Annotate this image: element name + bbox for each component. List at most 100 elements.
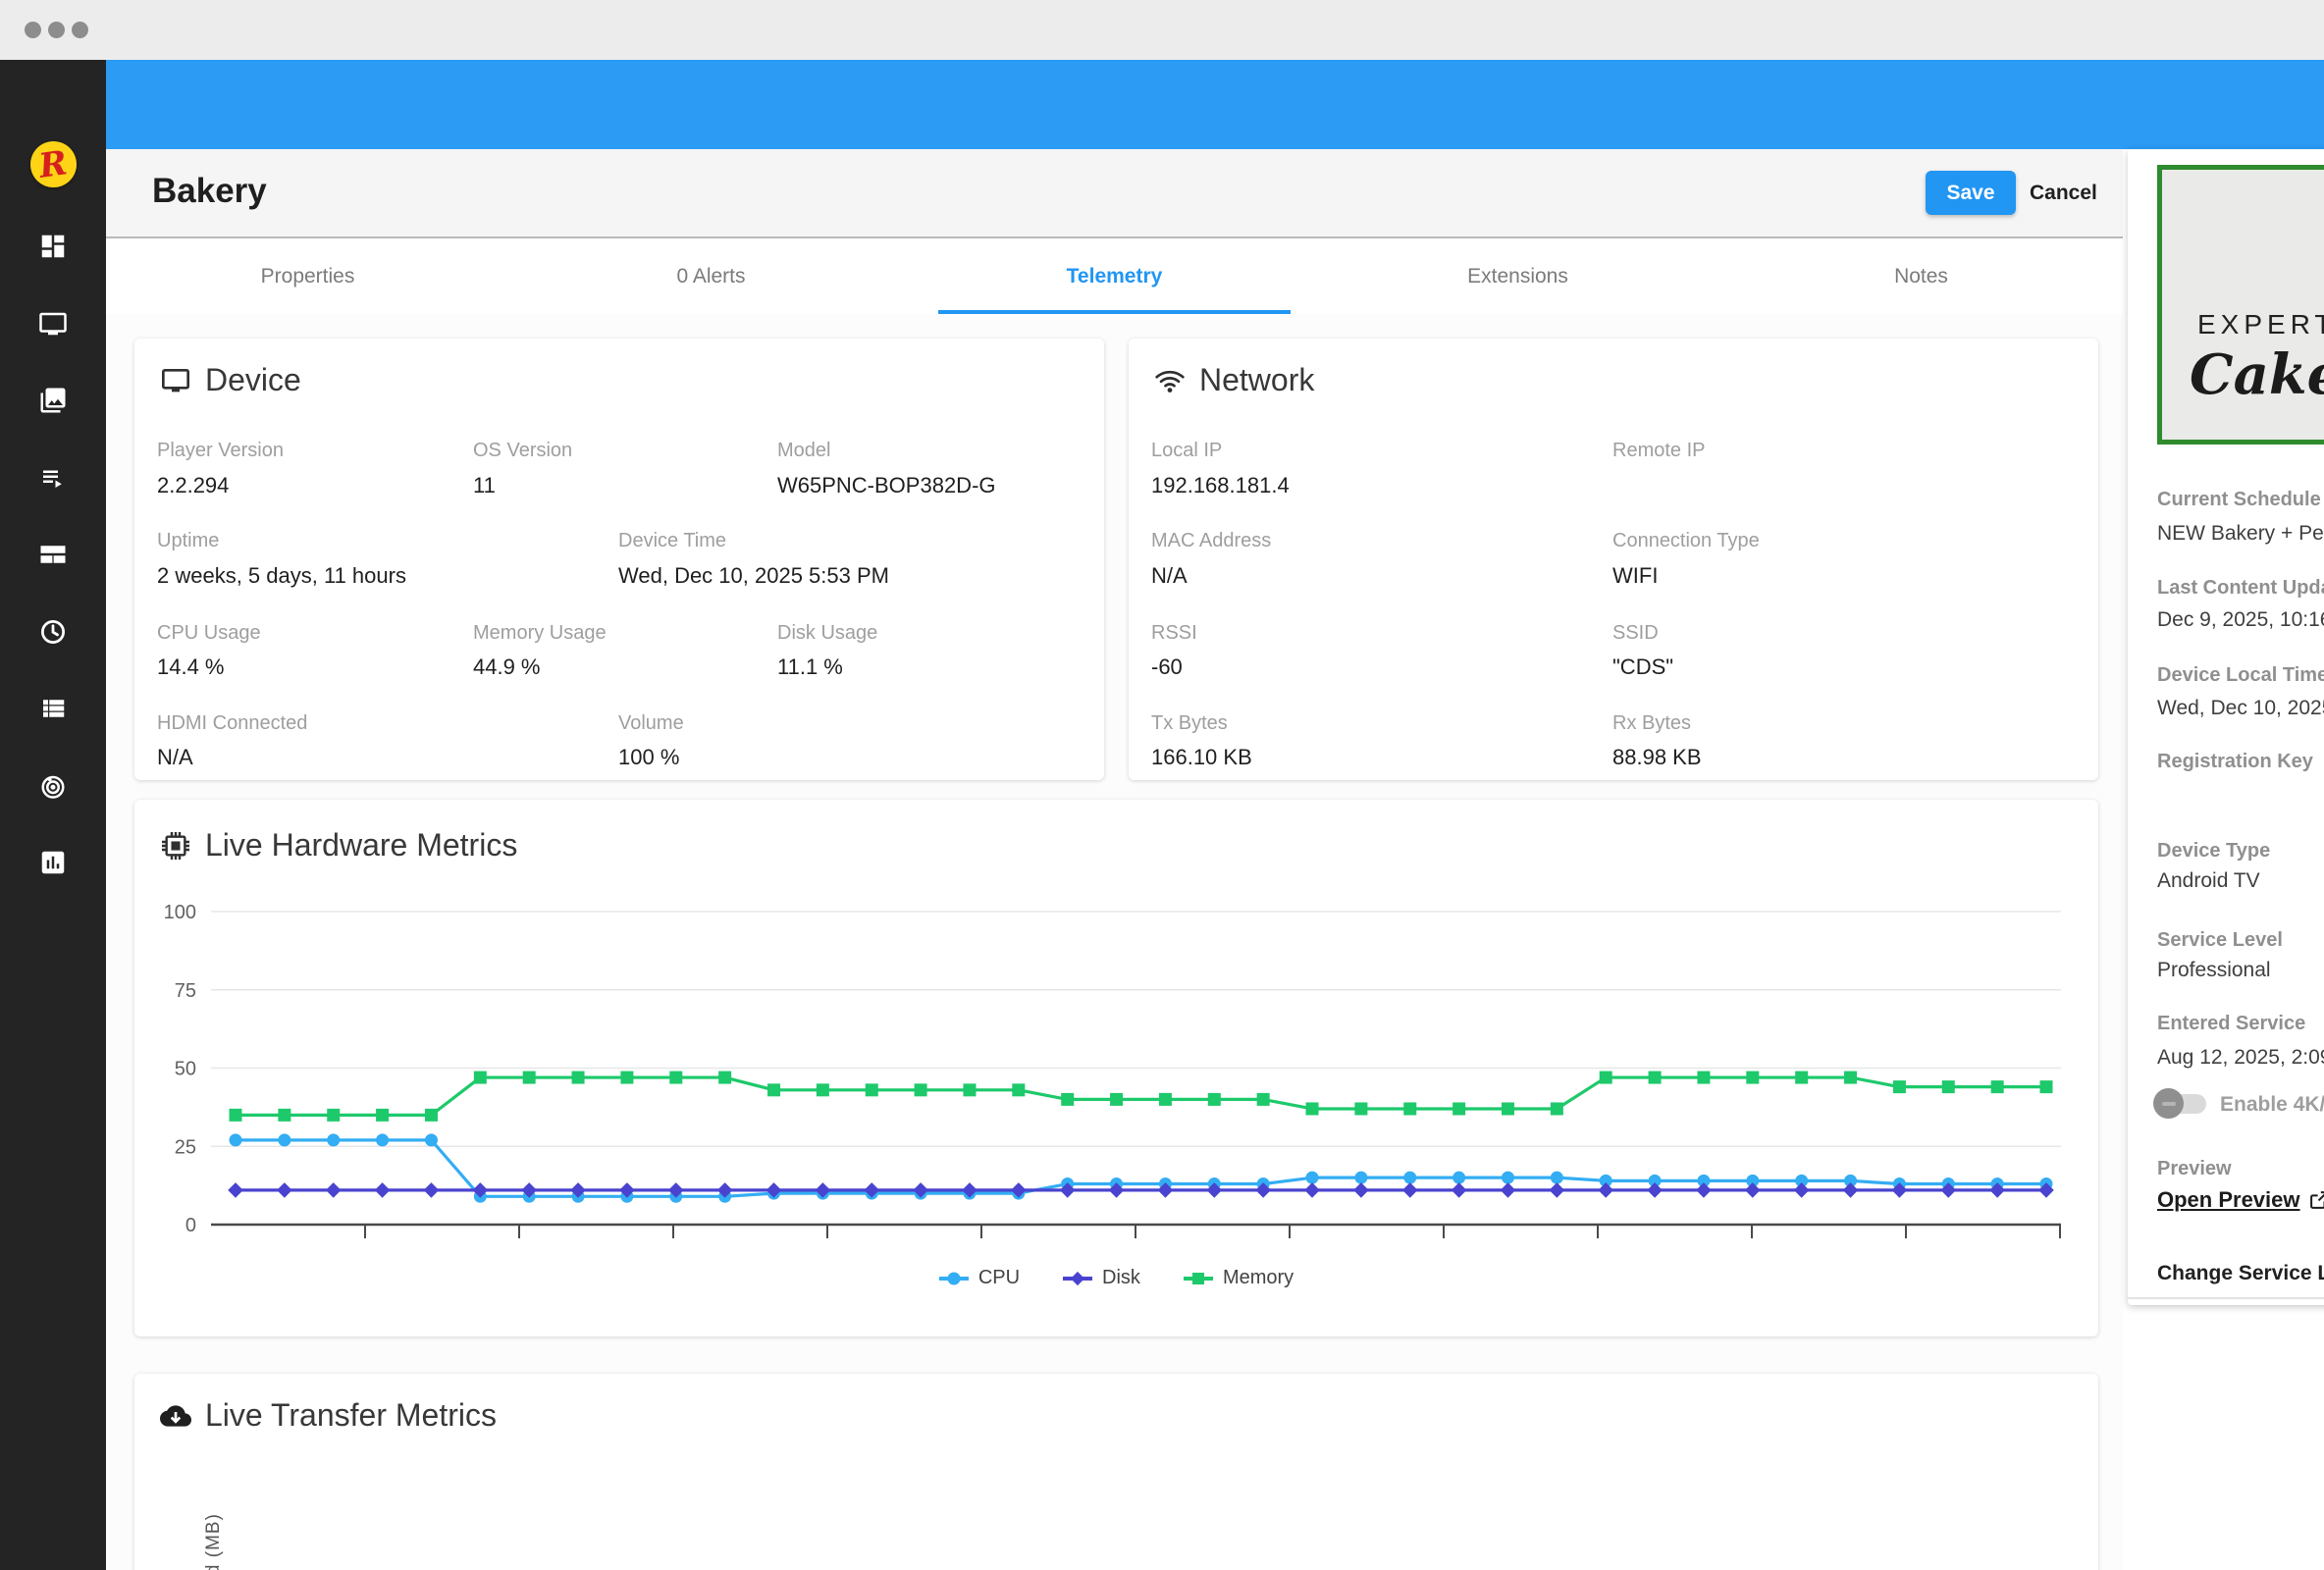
open-preview-link-label: Open Preview: [2157, 1187, 2300, 1212]
tab-telemetry[interactable]: Telemetry: [913, 238, 1316, 314]
field-value: 11.1 %: [777, 654, 843, 679]
hardware-metrics-title: Live Hardware Metrics: [205, 827, 518, 863]
tab-properties[interactable]: Properties: [260, 264, 355, 288]
window-menu-dot[interactable]: [72, 22, 88, 38]
sidebar-item-dashboard[interactable]: [38, 232, 68, 261]
tab-notes[interactable]: Notes: [1894, 264, 1948, 288]
field-value: 192.168.181.4: [1151, 473, 1290, 497]
display-info-panel: EXPERT Cake Current Schedule NEW Bakery …: [2128, 149, 2324, 1305]
dashboard-icon: [41, 235, 65, 258]
window-title-bar: [0, 0, 2324, 60]
app-logo[interactable]: R: [30, 141, 77, 187]
field-label: Rx Bytes: [1612, 712, 1692, 734]
change-service-level-button[interactable]: Change Service L: [2157, 1262, 2324, 1285]
sidebar-item-media-library[interactable]: [38, 386, 68, 415]
panel-field-label: Device Type: [2157, 840, 2271, 862]
schedule-icon: [41, 620, 65, 644]
interactive-icon: [41, 775, 65, 799]
preview-text-line2: Cake: [2190, 342, 2324, 407]
panel-field-label: Registration Key: [2157, 751, 2313, 772]
memory-legend-marker-icon: [1183, 1276, 1213, 1281]
transfer-metrics-card: Live Transfer Metrics Transferred (MB): [134, 1374, 2098, 1570]
field-label: Tx Bytes: [1151, 712, 1228, 734]
monitor-icon: [162, 368, 189, 392]
nav-sidebar: R: [0, 60, 106, 1570]
sidebar-item-displays[interactable]: [38, 309, 68, 339]
sidebar-item-interactive[interactable]: [38, 771, 68, 801]
sidebar-item-reports[interactable]: [38, 848, 68, 877]
displays-icon: [39, 312, 67, 336]
chip-icon: [162, 831, 189, 860]
field-label: Model: [777, 440, 831, 461]
field-value: W65PNC-BOP382D-G: [777, 473, 996, 497]
field-label: RSSI: [1151, 622, 1197, 644]
panel-field-label: Current Schedule: [2157, 489, 2321, 510]
disk-legend-marker-icon: [1063, 1276, 1093, 1281]
enable-4k-toggle-knob[interactable]: [2153, 1088, 2184, 1119]
panel-field-label: Service Level: [2157, 929, 2283, 951]
device-card-title: Device: [205, 362, 301, 397]
window-menu-dot[interactable]: [25, 22, 41, 38]
field-label: Player Version: [157, 440, 284, 461]
field-value: 166.10 KB: [1151, 745, 1252, 769]
panel-field-label: Entered Service: [2157, 1013, 2306, 1034]
field-label: Local IP: [1151, 440, 1223, 461]
open-preview-link[interactable]: Open Preview: [2157, 1187, 2324, 1213]
field-value: 14.4 %: [157, 654, 225, 679]
field-label: Disk Usage: [777, 622, 878, 644]
app-logo-letter: R: [36, 142, 71, 186]
panel-field-value: NEW Bakery + Perso: [2157, 522, 2324, 545]
field-value: Wed, Dec 10, 2025 5:53 PM: [618, 563, 889, 588]
field-label: HDMI Connected: [157, 712, 308, 734]
transfer-metrics-title: Live Transfer Metrics: [205, 1397, 497, 1433]
sidebar-item-layouts[interactable]: [38, 540, 68, 569]
field-value: 2.2.294: [157, 473, 230, 497]
legend-label: Disk: [1102, 1267, 1140, 1288]
list-icon: [43, 700, 65, 717]
svg-text:75: 75: [175, 980, 196, 1002]
page-toolbar: Bakery Save Cancel: [106, 149, 2123, 238]
tab-alerts[interactable]: 0 Alerts: [676, 264, 746, 288]
hardware-metrics-chart: 0 25 50 75 100: [164, 902, 2061, 1238]
field-label: CPU Usage: [157, 622, 261, 644]
sidebar-item-lists[interactable]: [38, 694, 68, 723]
legend-label: Memory: [1222, 1267, 1294, 1288]
network-card-title: Network: [1199, 362, 1315, 397]
field-label: Remote IP: [1612, 440, 1706, 461]
hardware-metrics-card: 0 25 50 75 100 Live Hardware Metrics CPU Dis…: [134, 800, 2098, 1336]
field-label: MAC Address: [1151, 530, 1272, 551]
tab-extensions[interactable]: Extensions: [1467, 264, 1568, 288]
reports-icon: [41, 851, 65, 874]
chart-legend: CPU Disk Memory: [134, 1267, 2098, 1289]
panel-field-label: Device Local Time: [2157, 664, 2324, 686]
field-label: OS Version: [473, 440, 573, 461]
screen-preview-thumbnail: EXPERT Cake: [2157, 165, 2324, 445]
page-title: Bakery: [152, 172, 267, 210]
field-value: 2 weeks, 5 days, 11 hours: [157, 563, 406, 588]
window-menu-dot[interactable]: [48, 22, 65, 38]
field-label: Device Time: [618, 530, 727, 551]
panel-field-value: Professional: [2157, 959, 2271, 981]
wifi-icon: [1155, 370, 1185, 392]
panel-field-value: Dec 9, 2025, 10:16:3: [2157, 608, 2324, 631]
field-value: 88.98 KB: [1612, 745, 1702, 769]
enable-4k-toggle-label: Enable 4K/UH: [2220, 1093, 2324, 1116]
svg-text:25: 25: [175, 1136, 196, 1158]
field-value: 44.9 %: [473, 654, 541, 679]
panel-field-value: Aug 12, 2025, 2:09:2: [2157, 1046, 2324, 1069]
field-value: -60: [1151, 654, 1183, 679]
cpu-legend-marker-icon: [938, 1276, 969, 1281]
sidebar-item-schedules[interactable]: [38, 617, 68, 647]
cancel-button[interactable]: Cancel: [2030, 171, 2097, 215]
save-button[interactable]: Save: [1926, 171, 2016, 215]
sidebar-item-playlists[interactable]: [38, 463, 68, 493]
media-library-icon: [40, 388, 66, 413]
panel-field-value: Android TV: [2157, 869, 2260, 892]
legend-item-cpu: CPU: [938, 1267, 1020, 1289]
layout-icon: [40, 546, 66, 563]
field-value: 100 %: [618, 745, 680, 769]
field-value: N/A: [1151, 563, 1188, 588]
app-header-bar: [106, 60, 2324, 149]
field-value: 11: [473, 473, 496, 497]
cloud-download-icon: [160, 1404, 191, 1427]
